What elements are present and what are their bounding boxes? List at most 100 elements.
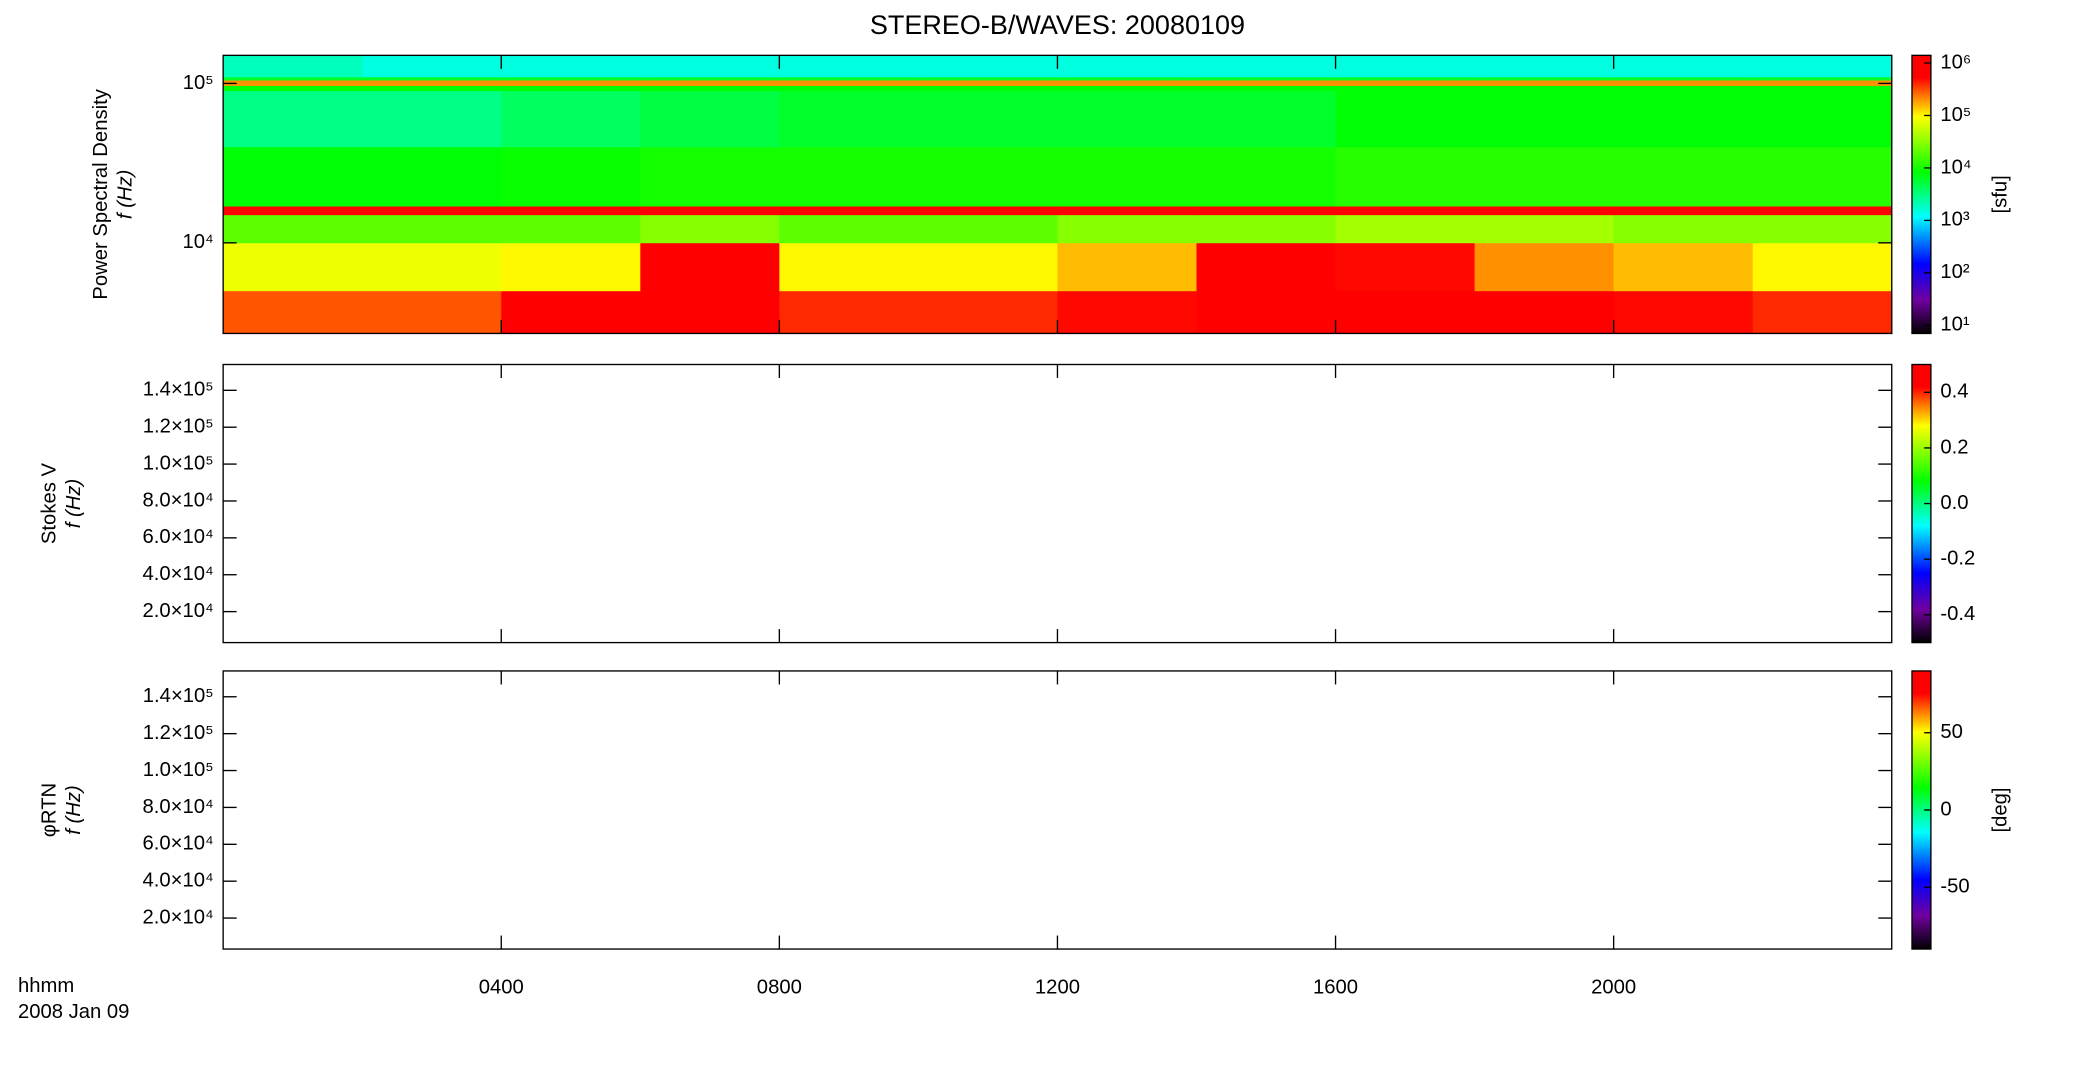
- heatmap-cell: [1057, 55, 1198, 78]
- heatmap-cell: [1196, 146, 1337, 207]
- y-tick-label: 2.0×10⁴: [142, 600, 213, 622]
- heatmap-cell: [1752, 76, 1893, 81]
- heatmap-cell: [1613, 55, 1754, 78]
- heatmap-cell: [1752, 206, 1893, 216]
- y-tick-label: 1.4×10⁵: [143, 379, 214, 401]
- heatmap-cell: [223, 146, 363, 207]
- heatmap-cell: [779, 90, 920, 148]
- y-tick-label: 6.0×10⁴: [142, 833, 213, 855]
- heatmap-cell: [362, 55, 502, 78]
- heatmap-cell: [1752, 146, 1893, 207]
- colorbar-tick-label: 50: [1940, 721, 1963, 743]
- colorbar-title: [sfu]: [1989, 175, 2011, 213]
- heatmap-cell: [779, 146, 920, 207]
- heatmap-cell: [1057, 90, 1198, 148]
- heatmap-cell: [918, 76, 1059, 81]
- heatmap-cell: [501, 146, 641, 207]
- heatmap-cell: [1752, 242, 1893, 292]
- heatmap-cell: [779, 206, 920, 216]
- y-tick-label: 4.0×10⁴: [142, 870, 213, 892]
- heatmap-cell: [1613, 206, 1754, 216]
- heatmap-cell: [640, 146, 781, 207]
- y-tick-label: 2.0×10⁴: [142, 906, 213, 928]
- heatmap-cell: [640, 85, 781, 92]
- heatmap-cell: [1196, 242, 1337, 292]
- heatmap-cell: [640, 90, 781, 148]
- heatmap-cell: [362, 90, 502, 148]
- heatmap-cell: [1474, 85, 1615, 92]
- y-tick-label: 1.4×10⁵: [143, 685, 214, 707]
- heatmap-cell: [1057, 85, 1198, 92]
- y-tick-label: 6.0×10⁴: [142, 526, 213, 548]
- heatmap-cell: [1752, 90, 1893, 148]
- colorbar-tick-label: 0.2: [1940, 436, 1968, 458]
- x-tick-label: 1600: [1313, 977, 1358, 999]
- heatmap-cell: [1196, 290, 1337, 334]
- colorbar-tick-label: -0.4: [1940, 603, 1975, 625]
- heatmap-cell: [1613, 76, 1754, 81]
- heatmap-cell: [1474, 80, 1615, 86]
- heatmap-cell: [223, 55, 363, 78]
- heatmap-cell: [1335, 55, 1476, 78]
- heatmap-cell: [501, 242, 641, 292]
- heatmap-cell: [362, 290, 502, 334]
- heatmap-cell: [918, 242, 1059, 292]
- colorbar-tick-label: 10⁵: [1940, 104, 1971, 126]
- heatmap-cell: [1613, 85, 1754, 92]
- chart-title: STEREO-B/WAVES: 20080109: [870, 10, 1245, 40]
- heatmap-cell: [1752, 290, 1893, 334]
- heatmap-cell: [1057, 80, 1198, 86]
- heatmap-cell: [1335, 206, 1476, 216]
- heatmap-cell: [1752, 55, 1893, 78]
- heatmap-cell: [1335, 242, 1476, 292]
- heatmap-cell: [1752, 80, 1893, 86]
- y-axis-title: f (Hz): [63, 479, 85, 528]
- colorbar-tick-label: 10³: [1940, 209, 1970, 231]
- heatmap-cell: [501, 90, 641, 148]
- heatmap-cell: [918, 214, 1059, 244]
- colorbar-tick-label: 10¹: [1940, 314, 1970, 336]
- plot-frame: [222, 670, 1893, 950]
- heatmap-cell: [362, 76, 502, 81]
- colorbar-tick-label: 0.0: [1940, 492, 1968, 514]
- x-axis-label: hhmm: [18, 975, 74, 997]
- heatmap-cell: [918, 146, 1059, 207]
- colorbar-tick-label: 10⁴: [1940, 156, 1971, 178]
- heatmap-cell: [362, 80, 502, 86]
- heatmap-cell: [1474, 146, 1615, 207]
- heatmap-cell: [1057, 76, 1198, 81]
- heatmap-cell: [1613, 90, 1754, 148]
- heatmap-cell: [1057, 242, 1198, 292]
- heatmap-cell: [223, 242, 363, 292]
- heatmap-cell: [501, 76, 641, 81]
- y-axis-title: f (Hz): [63, 785, 85, 835]
- y-tick-label: 1.0×10⁵: [143, 759, 214, 781]
- heatmap-cell: [1196, 85, 1337, 92]
- heatmap-cell: [640, 55, 781, 78]
- heatmap-cell: [918, 85, 1059, 92]
- y-tick-label: 1.0×10⁵: [143, 452, 214, 474]
- heatmap-cell: [1196, 55, 1337, 78]
- x-tick-label: 0800: [757, 977, 802, 999]
- colorbar-tick-label: 0.4: [1940, 381, 1968, 403]
- y-axis-title: φRTN: [39, 783, 61, 837]
- heatmap-cell: [501, 214, 641, 244]
- heatmap-cell: [1335, 76, 1476, 81]
- heatmap-cell: [918, 290, 1059, 334]
- heatmap-cell: [362, 242, 502, 292]
- y-tick-label: 8.0×10⁴: [142, 796, 213, 818]
- y-tick-label: 8.0×10⁴: [142, 489, 213, 511]
- heatmap-cell: [1474, 55, 1615, 78]
- y-axis-title: Power Spectral Density: [90, 88, 112, 299]
- x-tick-label: 0400: [479, 977, 524, 999]
- heatmap-cell: [501, 206, 641, 216]
- heatmap-cell: [1196, 214, 1337, 244]
- heatmap-cell: [223, 90, 363, 148]
- heatmap-cell: [640, 290, 781, 334]
- heatmap-cell: [223, 290, 363, 334]
- y-tick-label: 4.0×10⁴: [142, 563, 213, 585]
- x-tick-label: 2000: [1591, 977, 1636, 999]
- heatmap-cell: [1752, 85, 1893, 92]
- heatmap-cell: [223, 206, 363, 216]
